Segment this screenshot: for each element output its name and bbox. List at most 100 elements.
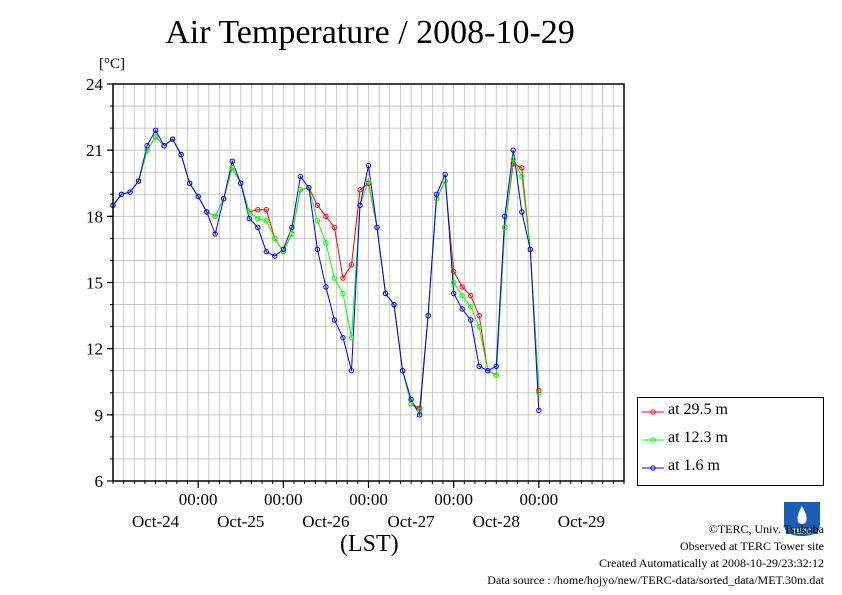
data-point (382, 290, 389, 297)
y-tick-label: 6 (95, 472, 104, 491)
data-point (442, 178, 448, 184)
data-point (502, 213, 508, 220)
data-point (357, 202, 363, 209)
x-tick-label: 00:00 (434, 490, 473, 509)
legend-swatch-icon (642, 409, 664, 415)
data-point (493, 363, 499, 370)
data-point (314, 218, 321, 224)
x-date-label: Oct-27 (387, 512, 435, 531)
data-point (203, 209, 210, 215)
data-point (135, 178, 142, 184)
legend-swatch-icon (642, 465, 664, 471)
legend-swatch-icon (642, 437, 664, 443)
data-point (127, 189, 133, 195)
data-point (246, 209, 252, 215)
x-tick-label: 00:00 (264, 490, 303, 509)
data-point (536, 407, 542, 414)
data-point (365, 178, 372, 184)
data-point (476, 323, 482, 330)
x-tick-label: 00:00 (519, 490, 558, 509)
data-point (178, 151, 184, 158)
data-point (289, 231, 295, 237)
data-point (323, 284, 329, 290)
legend-item: at 1.6 m (638, 454, 823, 482)
data-point (459, 284, 465, 290)
data-point (331, 224, 338, 231)
data-point (519, 209, 525, 215)
data-point (152, 127, 159, 134)
data-point (357, 187, 363, 193)
data-point (450, 268, 457, 275)
data-point (510, 147, 516, 153)
series-line (112, 129, 540, 417)
x-date-label: Oct-24 (132, 512, 180, 531)
data-point (314, 202, 321, 209)
legend-label: at 12.3 m (668, 429, 728, 446)
data-point (459, 293, 465, 299)
grid (112, 83, 625, 482)
legend-label: at 29.5 m (668, 401, 728, 418)
data-point (399, 368, 406, 374)
data-point (169, 136, 176, 142)
y-tick-label: 12 (86, 340, 103, 359)
data-point (536, 390, 542, 396)
data-point (519, 165, 525, 171)
data-point (519, 173, 525, 180)
data-point (340, 290, 346, 297)
data-point (229, 158, 235, 164)
data-point (331, 317, 338, 323)
data-point (348, 368, 355, 374)
data-point (425, 312, 431, 319)
data-point (263, 248, 269, 255)
legend: at 29.5 m at 12.3 m at 1.6 m (637, 397, 824, 486)
data-point (255, 215, 261, 222)
data-point (468, 304, 474, 310)
data-point (144, 143, 150, 149)
data-point (468, 293, 474, 299)
data-point (365, 180, 372, 186)
data-point (195, 193, 201, 200)
data-point (323, 240, 329, 246)
data-point (331, 275, 338, 281)
data-point (348, 262, 355, 268)
data-point (450, 279, 457, 286)
data-point (255, 207, 261, 213)
data-point (485, 368, 491, 374)
data-point (186, 180, 193, 186)
x-date-label: Oct-26 (302, 512, 349, 531)
y-axis-unit: [°C] (99, 56, 125, 72)
data-point (510, 156, 516, 162)
data-point (536, 387, 542, 394)
data-point (238, 180, 244, 186)
legend-item: at 29.5 m (638, 398, 823, 426)
data-point (229, 165, 235, 171)
data-point (476, 363, 482, 370)
data-point (306, 184, 312, 191)
x-date-label: Oct-29 (558, 512, 605, 531)
data-point (221, 195, 227, 202)
terc-logo-icon: TERC (784, 502, 820, 536)
data-point (408, 396, 414, 403)
data-point (416, 412, 423, 418)
y-tick-label: 24 (86, 75, 104, 94)
chart-title: Air Temperature / 2008-10-29 (165, 14, 575, 51)
data-point (323, 213, 329, 220)
data-point (468, 317, 474, 323)
data-point (272, 253, 278, 259)
data-point (442, 171, 448, 178)
data-point (263, 218, 269, 224)
data-point (502, 224, 508, 231)
x-tick-label: 00:00 (179, 490, 218, 509)
data-point (289, 224, 295, 231)
data-point (212, 231, 218, 237)
x-date-label: Oct-28 (473, 512, 520, 531)
data-point (459, 306, 465, 312)
data-point (365, 162, 372, 169)
legend-item: at 12.3 m (638, 426, 823, 454)
data-point (416, 405, 423, 411)
data-point (161, 143, 167, 149)
data-point (374, 224, 380, 231)
x-tick-label: 00:00 (349, 490, 388, 509)
